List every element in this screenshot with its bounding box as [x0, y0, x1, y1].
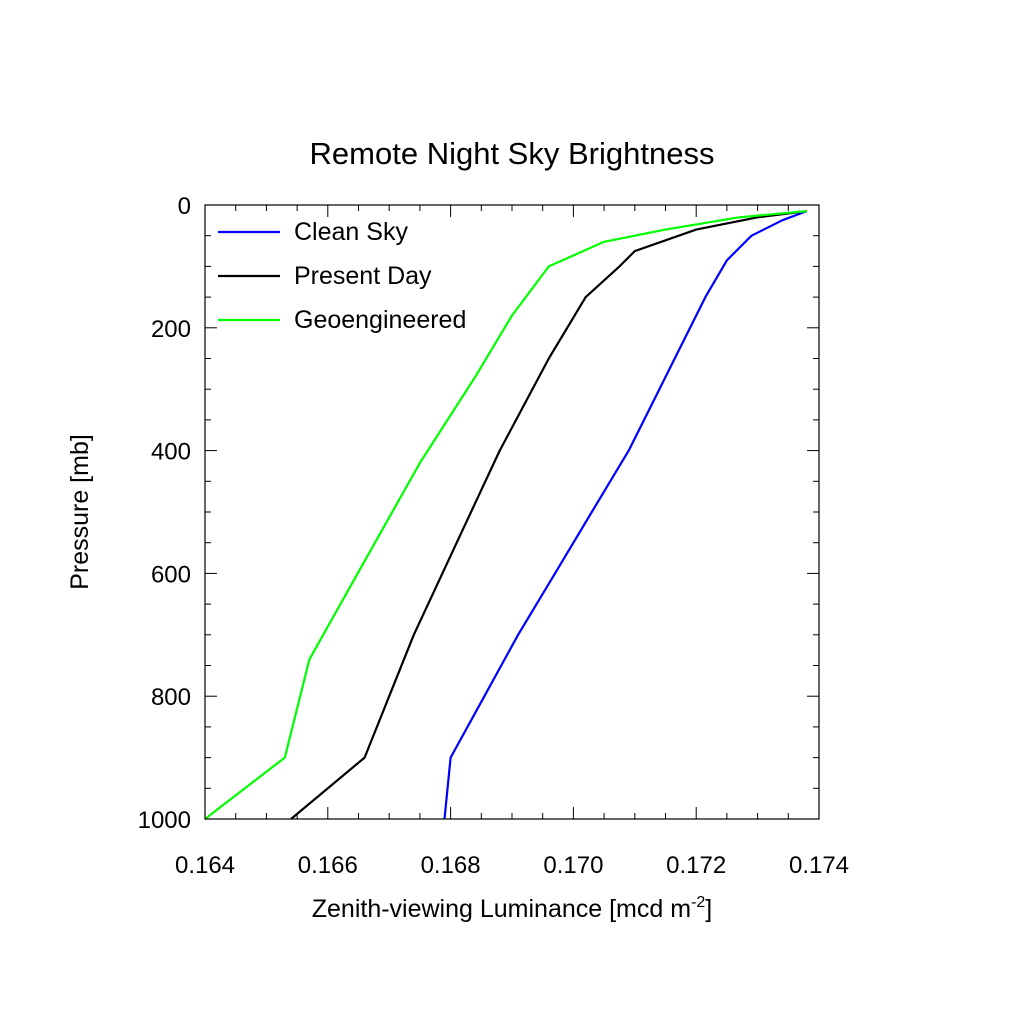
series-line-geoengineered [204, 210, 807, 820]
x-tick-label: 0.166 [298, 852, 358, 879]
x-axis-label-tail: ] [705, 895, 712, 923]
x-axis-label-main: Zenith-viewing Luminance [mcd m [312, 895, 691, 923]
series-line-present-day [290, 210, 807, 820]
series-line-clean-sky [443, 210, 808, 820]
y-tick-label: 1000 [138, 807, 191, 834]
y-axis-label: Pressure [mb] [66, 434, 94, 590]
plot-area: 0 200 400 600 800 1000 0.164 0.166 0.168 0.170 0.1… [138, 193, 849, 879]
x-tick-label: 0.170 [543, 852, 603, 879]
y-tick-label: 800 [151, 684, 191, 711]
x-axis-label-superscript: -2 [691, 894, 705, 911]
y-tick-label: 200 [151, 316, 191, 343]
chart-title: Remote Night Sky Brightness [310, 136, 715, 171]
legend-label-clean-sky: Clean Sky [294, 218, 408, 246]
y-tick-label: 400 [151, 439, 191, 466]
x-tick-label: 0.174 [789, 852, 849, 879]
x-tick-label: 0.164 [175, 852, 235, 879]
y-tick-label: 0 [178, 193, 191, 220]
plot-frame [204, 204, 820, 820]
x-tick-label: 0.172 [666, 852, 726, 879]
y-tick-label: 600 [151, 561, 191, 588]
legend-label-present-day: Present Day [294, 262, 432, 290]
legend-label-geoengineered: Geoengineered [294, 306, 466, 334]
x-tick-label: 0.168 [421, 852, 481, 879]
x-axis-label: Zenith-viewing Luminance [mcd m-2] [312, 894, 713, 923]
